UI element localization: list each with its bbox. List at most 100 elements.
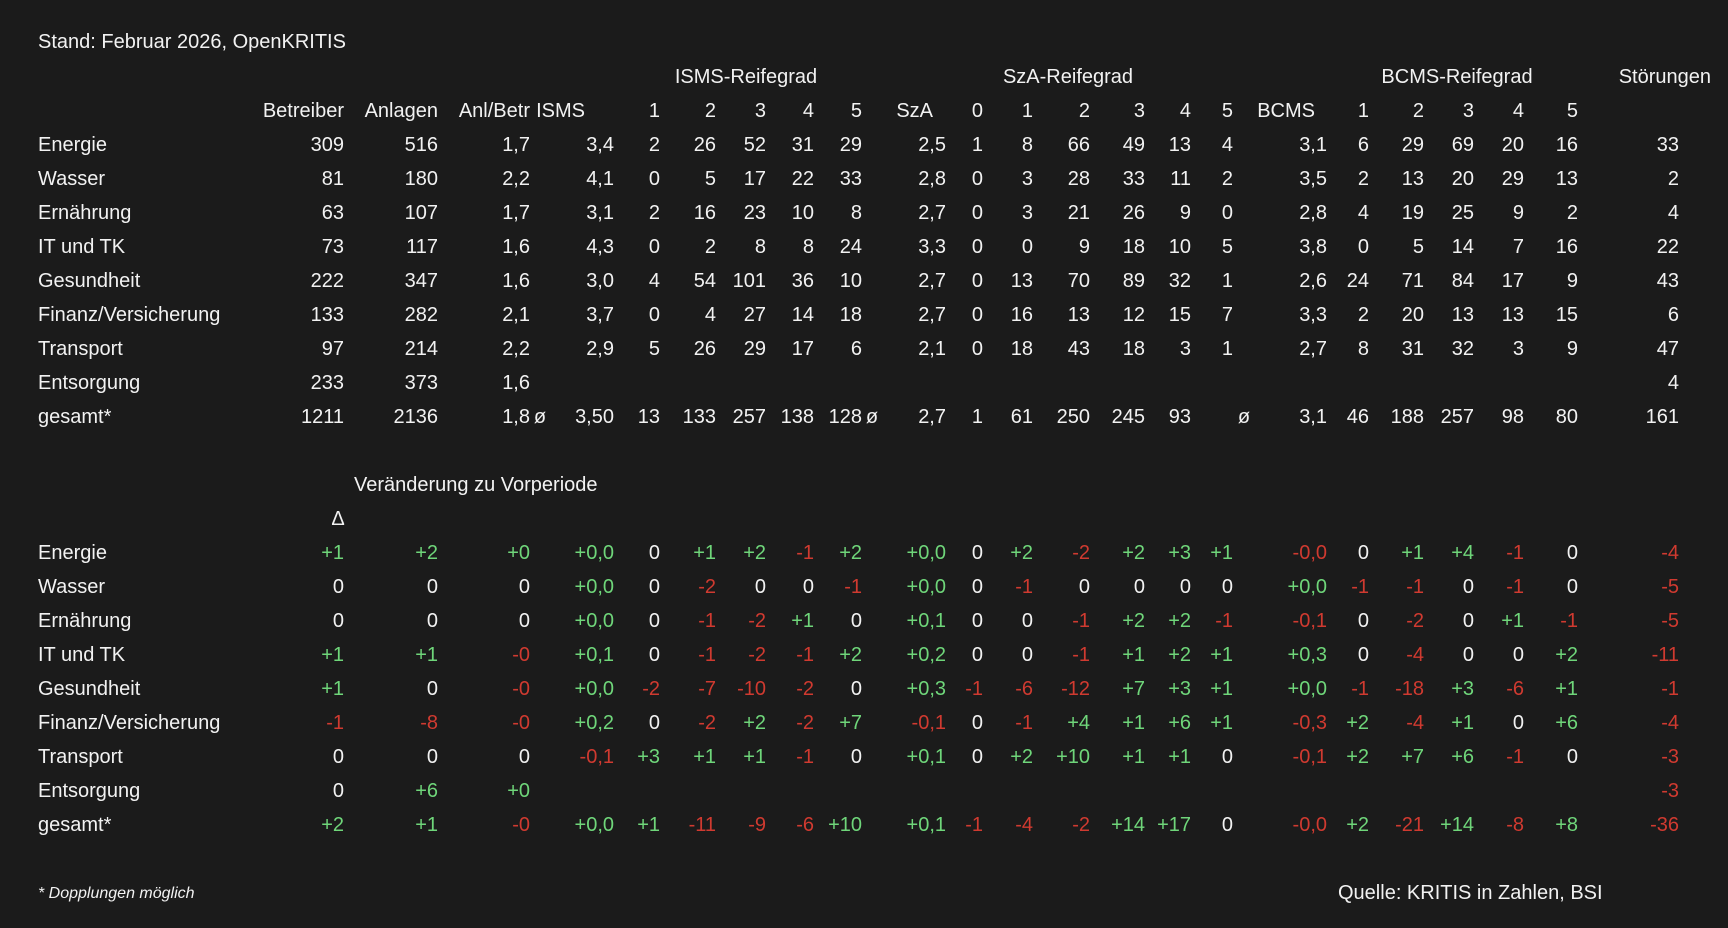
table-cell: 282 [404, 304, 438, 326]
table-cell: 138 [780, 406, 814, 428]
table-cell: 26 [693, 338, 716, 360]
change-cell: -1 [1506, 576, 1524, 598]
change-cell: -1 [1215, 610, 1233, 632]
table-cell: 0 [971, 270, 983, 292]
change-cell: -10 [737, 678, 766, 700]
change-cell: +8 [1555, 814, 1578, 836]
table-cell: 70 [1067, 270, 1090, 292]
change-cell: -0,1 [911, 712, 946, 734]
change-cell: -6 [796, 814, 814, 836]
table-cell: 128 [828, 406, 862, 428]
table-cell: 13 [1555, 168, 1578, 190]
change-row-sector-label: Ernährung [38, 610, 132, 632]
change-cell: -2 [698, 712, 716, 734]
table-cell: 6 [1357, 134, 1369, 156]
page-title: Stand: Februar 2026, OpenKRITIS [38, 31, 346, 53]
column-header: 3 [1462, 100, 1474, 122]
change-cell: 0 [971, 746, 983, 768]
change-cell: -1 [965, 678, 983, 700]
table-cell: 33 [1122, 168, 1145, 190]
table-cell: 98 [1501, 406, 1524, 428]
table-cell: 5 [1412, 236, 1424, 258]
table-cell: 3,1 [1299, 134, 1327, 156]
table-cell: 2,1 [918, 338, 946, 360]
table-cell: 25 [1451, 202, 1474, 224]
change-cell: -12 [1061, 678, 1090, 700]
table-cell: 8 [802, 236, 814, 258]
change-cell: +1 [693, 746, 716, 768]
table-cell: 20 [1401, 304, 1424, 326]
change-cell: 0 [1357, 610, 1369, 632]
table-cell: 29 [1501, 168, 1524, 190]
table-cell: 18 [1122, 338, 1145, 360]
change-cell: -0,0 [1292, 814, 1327, 836]
table-cell: 1,6 [502, 270, 530, 292]
change-cell: 0 [1133, 576, 1145, 598]
table-cell: 180 [404, 168, 438, 190]
table-cell: 16 [1010, 304, 1033, 326]
change-cell: 0 [971, 644, 983, 666]
table-cell: 33 [1656, 134, 1679, 156]
table-cell: 19 [1401, 202, 1424, 224]
change-cell: 0 [1462, 576, 1474, 598]
table-cell: 0 [648, 304, 660, 326]
table-cell: 13 [637, 406, 660, 428]
change-row-sector-label: gesamt* [38, 814, 112, 836]
change-cell: +3 [1168, 542, 1191, 564]
table-cell: 1 [1221, 338, 1233, 360]
change-cell: +0,0 [574, 542, 614, 564]
table-cell: 3,3 [1299, 304, 1327, 326]
change-cell: +1 [1401, 542, 1424, 564]
table-cell: 222 [310, 270, 344, 292]
change-cell: +1 [321, 678, 344, 700]
table-cell: 8 [1357, 338, 1369, 360]
table-cell: 29 [743, 338, 766, 360]
column-header: 5 [850, 100, 862, 122]
table-cell: 93 [1168, 406, 1191, 428]
table-cell: 23 [743, 202, 766, 224]
change-cell: 0 [1021, 644, 1033, 666]
table-cell: 9 [1512, 202, 1524, 224]
change-row-sector-label: Wasser [38, 576, 106, 598]
table-cell: 4 [648, 270, 660, 292]
table-cell: 13 [1501, 304, 1524, 326]
change-cell: 0 [518, 576, 530, 598]
table-cell: 5 [648, 338, 660, 360]
change-cell: +17 [1157, 814, 1191, 836]
average-symbol: ø [533, 406, 547, 428]
change-cell: -3 [1661, 746, 1679, 768]
change-cell: +0,0 [574, 814, 614, 836]
delta-symbol: Δ [331, 508, 345, 530]
table-cell: 17 [1501, 270, 1524, 292]
change-cell: 0 [1221, 746, 1233, 768]
table-cell: 24 [839, 236, 862, 258]
change-cell: -9 [748, 814, 766, 836]
source-note: Quelle: KRITIS in Zahlen, BSI [1338, 882, 1603, 904]
table-cell: 2,9 [586, 338, 614, 360]
table-cell: 4 [1667, 202, 1679, 224]
table-cell: 1,6 [502, 236, 530, 258]
change-cell: 0 [971, 712, 983, 734]
change-cell: +0,2 [906, 644, 946, 666]
change-cell: 0 [426, 678, 438, 700]
table-cell: 250 [1056, 406, 1090, 428]
table-cell: 81 [321, 168, 344, 190]
table-cell: 22 [791, 168, 814, 190]
table-cell: 0 [971, 168, 983, 190]
table-cell: 21 [1067, 202, 1090, 224]
change-cell: -4 [1406, 644, 1424, 666]
change-cell: +1 [1210, 542, 1233, 564]
change-cell: 0 [1566, 542, 1578, 564]
table-cell: 9 [1179, 202, 1191, 224]
column-header: 2 [704, 100, 716, 122]
change-cell: +0 [507, 542, 530, 564]
table-cell: 1 [971, 134, 983, 156]
change-cell: +7 [839, 712, 862, 734]
table-cell: 10 [1168, 236, 1191, 258]
table-cell: 1,6 [502, 372, 530, 394]
table-cell: 80 [1555, 406, 1578, 428]
stoerungen-header: Störungen [1618, 66, 1711, 88]
change-cell: +14 [1111, 814, 1145, 836]
change-cell: -0 [512, 814, 530, 836]
change-cell: -0,1 [579, 746, 614, 768]
